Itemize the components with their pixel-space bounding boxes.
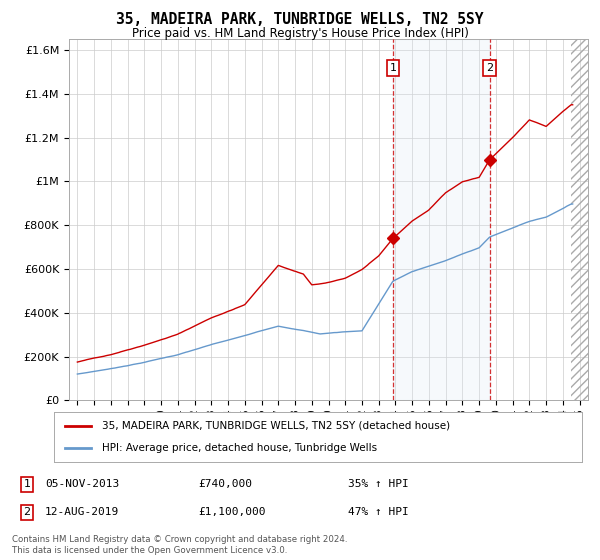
Text: 1: 1 bbox=[389, 63, 397, 73]
Text: 2: 2 bbox=[486, 63, 493, 73]
Text: This data is licensed under the Open Government Licence v3.0.: This data is licensed under the Open Gov… bbox=[12, 547, 287, 556]
Text: £740,000: £740,000 bbox=[198, 479, 252, 489]
Text: 2: 2 bbox=[23, 507, 31, 517]
Bar bbox=[393, 39, 490, 400]
Text: 35, MADEIRA PARK, TUNBRIDGE WELLS, TN2 5SY: 35, MADEIRA PARK, TUNBRIDGE WELLS, TN2 5… bbox=[116, 12, 484, 27]
Text: 47% ↑ HPI: 47% ↑ HPI bbox=[348, 507, 409, 517]
Bar bbox=[571, 39, 588, 400]
Text: Contains HM Land Registry data © Crown copyright and database right 2024.: Contains HM Land Registry data © Crown c… bbox=[12, 535, 347, 544]
Text: HPI: Average price, detached house, Tunbridge Wells: HPI: Average price, detached house, Tunb… bbox=[101, 443, 377, 453]
Text: 1: 1 bbox=[23, 479, 31, 489]
Text: 35% ↑ HPI: 35% ↑ HPI bbox=[348, 479, 409, 489]
Text: £1,100,000: £1,100,000 bbox=[198, 507, 265, 517]
Text: Price paid vs. HM Land Registry's House Price Index (HPI): Price paid vs. HM Land Registry's House … bbox=[131, 27, 469, 40]
Bar bbox=[571, 39, 588, 400]
Text: 05-NOV-2013: 05-NOV-2013 bbox=[45, 479, 119, 489]
Text: 35, MADEIRA PARK, TUNBRIDGE WELLS, TN2 5SY (detached house): 35, MADEIRA PARK, TUNBRIDGE WELLS, TN2 5… bbox=[101, 421, 449, 431]
Text: 12-AUG-2019: 12-AUG-2019 bbox=[45, 507, 119, 517]
